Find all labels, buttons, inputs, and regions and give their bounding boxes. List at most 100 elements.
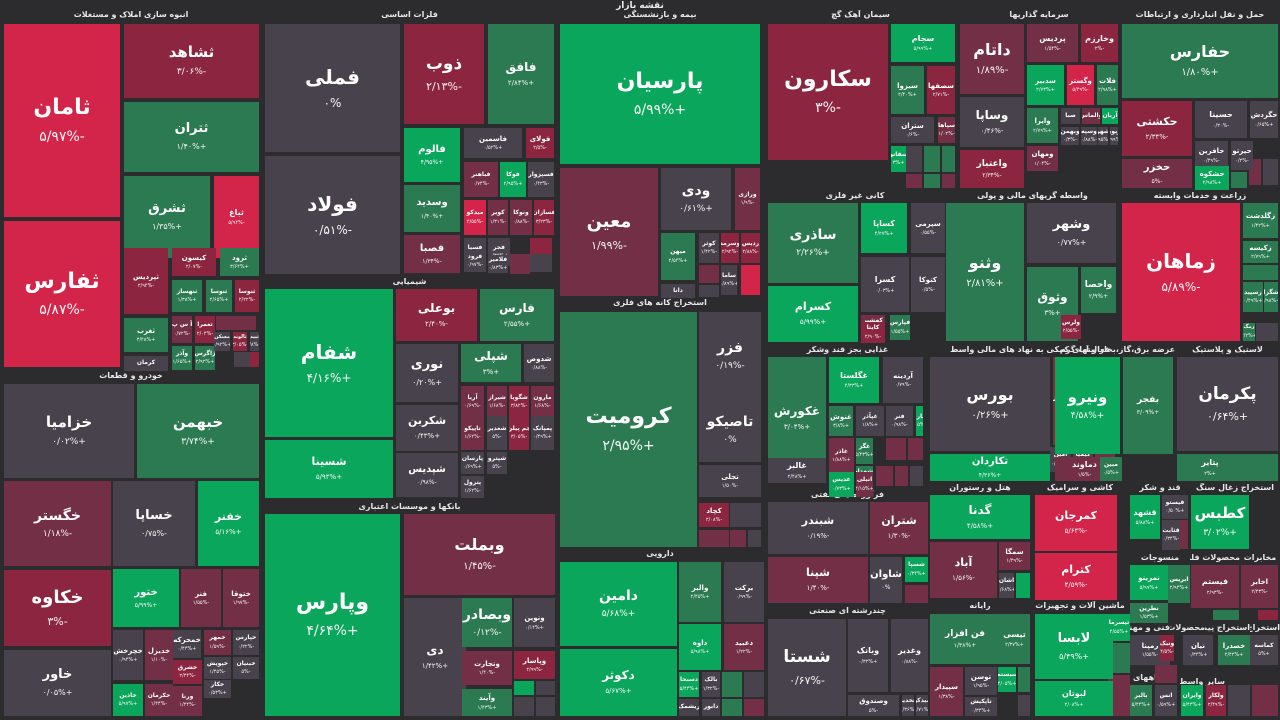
small-stock-tile[interactable]: [1263, 159, 1278, 185]
stock-tile[interactable]: ثتران +۱/۴۰%: [124, 102, 259, 172]
stock-tile[interactable]: کساپا +۴/۲۷%: [861, 203, 907, 253]
stock-tile[interactable]: بورس +۰/۲۶%: [930, 357, 1050, 451]
stock-tile[interactable]: پارسان +۰/۶۹%: [461, 452, 484, 474]
stock-tile[interactable]: کسرا +۰/۰۳%: [861, 257, 909, 312]
small-stock-tile[interactable]: [905, 585, 928, 603]
stock-tile[interactable]: خبهمن +۳/۷۴%: [137, 384, 259, 478]
stock-tile[interactable]: ساما +۰/۸۹%: [721, 265, 737, 295]
stock-tile[interactable]: فالوم +۴/۹۵%: [404, 128, 460, 182]
stock-tile[interactable]: اشان+۰/۶۸%: [999, 573, 1014, 598]
stock-tile[interactable]: بالبر +۵/۴۴%: [1130, 685, 1152, 716]
stock-tile[interactable]: سدبیر +۲/۷۳%: [1027, 65, 1064, 105]
stock-tile[interactable]: دامین +۵/۶۸%: [560, 562, 677, 646]
stock-tile[interactable]: ومهان -۱/۰۴%: [1027, 146, 1058, 171]
stock-tile[interactable]: سپرمی -۰/۵۵%: [911, 203, 945, 253]
stock-tile[interactable]: کوثر -۱/۴۲%: [699, 233, 719, 263]
stock-tile[interactable]: ثنوسا -۲/۲۲%: [235, 280, 259, 312]
small-stock-tile[interactable]: [906, 146, 922, 172]
small-stock-tile[interactable]: [1258, 610, 1278, 620]
stock-tile[interactable]: نمرینو +۵/۹۹%: [1130, 565, 1168, 600]
stock-tile[interactable]: ستران -۰/۶%: [891, 117, 934, 143]
stock-tile[interactable]: کویر -۱/۳۱%: [488, 200, 508, 235]
small-stock-tile[interactable]: [514, 681, 534, 695]
stock-tile[interactable]: میدکو-۰/۷۱%: [916, 695, 928, 716]
stock-tile[interactable]: سصفها -۲/۷۱%: [927, 66, 955, 114]
small-stock-tile[interactable]: [1213, 610, 1239, 620]
stock-tile[interactable]: وتجارت -۱/۴۰%: [462, 651, 512, 685]
stock-tile[interactable]: ثرود +۳/۶۴%: [220, 248, 259, 276]
small-stock-tile[interactable]: [942, 174, 955, 188]
stock-tile[interactable]: خشرق -۲/۴۴%: [173, 660, 202, 684]
stock-tile[interactable]: ثفارس -۵/۸۷%: [4, 221, 120, 367]
stock-tile[interactable]: فسازان-۳/۲۳%: [534, 200, 554, 235]
stock-tile[interactable]: شاوان ۰%: [870, 557, 902, 603]
stock-tile[interactable]: وبانک +۰/۳۲%: [848, 619, 888, 692]
stock-tile[interactable]: قثابت -۰/۳۴%: [1162, 520, 1180, 550]
stock-tile[interactable]: وآذر +۱/۶۵%: [172, 346, 192, 370]
stock-tile[interactable]: ذوب -۲/۱۳%: [404, 24, 484, 124]
stock-tile[interactable]: تجلی -۱/۵۰%: [699, 465, 761, 497]
stock-tile[interactable]: نوری +۰/۲۰%: [396, 344, 458, 402]
stock-tile[interactable]: غگلستا +۴/۳۳%: [829, 357, 879, 403]
stock-tile[interactable]: معین -۱/۹۹%: [560, 168, 658, 296]
stock-tile[interactable]: ثامان -۵/۹۷%: [4, 24, 120, 217]
stock-tile[interactable]: برکت -۰/۹۹%: [724, 562, 764, 622]
stock-tile[interactable]: شسینا +۵/۹۴%: [265, 440, 393, 498]
stock-tile[interactable]: فوکا +۲/۹۵%: [500, 162, 526, 197]
stock-tile[interactable]: خمهر -۱/۵۹%: [204, 630, 231, 655]
stock-tile[interactable]: پارسیان +۵/۹۹%: [560, 24, 760, 164]
stock-tile[interactable]: کمرجان -۵/۶۴%: [1035, 495, 1117, 551]
small-stock-tile[interactable]: [699, 265, 719, 283]
stock-tile[interactable]: تکاردان +۴/۳۶%: [930, 454, 1050, 481]
small-stock-tile[interactable]: [530, 254, 552, 272]
stock-tile[interactable]: دابور: [702, 699, 720, 716]
small-stock-tile[interactable]: [730, 503, 761, 527]
stock-tile[interactable]: شپدیس -۰/۹۸%: [396, 453, 458, 497]
stock-tile[interactable]: ثالوند -۳/۰۵%: [233, 332, 247, 351]
stock-tile[interactable]: وپویا -۰/۹۹%: [1110, 127, 1118, 145]
stock-tile[interactable]: کترام -۴/۵۹%: [1035, 553, 1117, 600]
stock-tile[interactable]: غفارس +۰/۰۵%: [916, 406, 923, 436]
stock-tile[interactable]: وگستر -۵/۴۹%: [1067, 65, 1094, 105]
small-stock-tile[interactable]: [514, 697, 534, 716]
stock-tile[interactable]: پکرمان +۰/۶۴%: [1177, 357, 1278, 451]
stock-tile[interactable]: بفجر +۳/۰۹%: [1123, 357, 1173, 454]
stock-tile[interactable]: خدیزل -۱/۱۰%: [145, 630, 173, 680]
small-stock-tile[interactable]: [1016, 573, 1030, 598]
stock-tile[interactable]: فپارس +۱/۵۵%: [890, 315, 910, 340]
stock-tile[interactable]: وبصادر -۰/۱۲%: [462, 598, 512, 647]
stock-tile[interactable]: وشهر +۰/۷۷%: [1027, 203, 1116, 263]
stock-tile[interactable]: وایرا +۲/۷۹%: [1027, 108, 1058, 143]
stock-tile[interactable]: سپاها -۱/۰۲%: [938, 117, 955, 143]
stock-tile[interactable]: ثباغ -۵/۹۴%: [214, 176, 259, 258]
stock-tile[interactable]: نطرین +۱/۵۳%: [1130, 603, 1168, 623]
small-stock-tile[interactable]: [699, 530, 729, 547]
stock-tile[interactable]: خمحرکه +۰/۴۴%: [173, 630, 201, 658]
small-stock-tile[interactable]: [744, 699, 764, 716]
stock-tile[interactable]: ثبید +۰/۸%: [250, 332, 259, 351]
small-stock-tile[interactable]: [741, 265, 760, 295]
stock-tile[interactable]: شپترو -۵%: [487, 452, 507, 474]
stock-tile[interactable]: کچاد -۲/۰۸%: [699, 503, 729, 527]
stock-tile[interactable]: دی +۱/۴۲%: [404, 598, 466, 716]
stock-tile[interactable]: خچرخش +۰/۹۴%: [113, 630, 143, 680]
small-stock-tile[interactable]: [234, 352, 254, 367]
stock-tile[interactable]: ورنا -۱/۴۴%: [173, 686, 202, 716]
small-stock-tile[interactable]: [1108, 675, 1130, 716]
stock-tile[interactable]: انبلی +۴/۱۵%: [856, 472, 873, 497]
stock-tile[interactable]: وسدید +۱/۴۰%: [404, 185, 460, 232]
stock-tile[interactable]: میهن +۲/۵۴%: [661, 233, 695, 280]
stock-tile[interactable]: غگز +۵/۴۳%: [856, 438, 873, 464]
stock-tile[interactable]: فخدیر-۰/۳۶%: [902, 695, 914, 716]
stock-tile[interactable]: خگستر -۱/۱۸%: [4, 481, 111, 566]
small-stock-tile[interactable]: [722, 699, 742, 716]
stock-tile[interactable]: ختوقا -۱/۹۷%: [223, 569, 259, 627]
stock-tile[interactable]: کتوکا -۰/۵%: [911, 257, 945, 312]
stock-tile[interactable]: بالک -۱/۳۲%: [702, 672, 720, 697]
stock-tile[interactable]: فولای -۲/۵%: [526, 128, 554, 158]
stock-tile[interactable]: ودی +۰/۶۱%: [661, 168, 731, 230]
stock-tile[interactable]: ونوین +۰/۱۴%: [514, 598, 555, 647]
stock-tile[interactable]: حفارس +۱/۸۰%: [1122, 24, 1278, 98]
stock-tile[interactable]: خفنر +۵/۱۶%: [198, 481, 259, 566]
stock-tile[interactable]: فافق +۲/۸۴%: [488, 24, 554, 124]
